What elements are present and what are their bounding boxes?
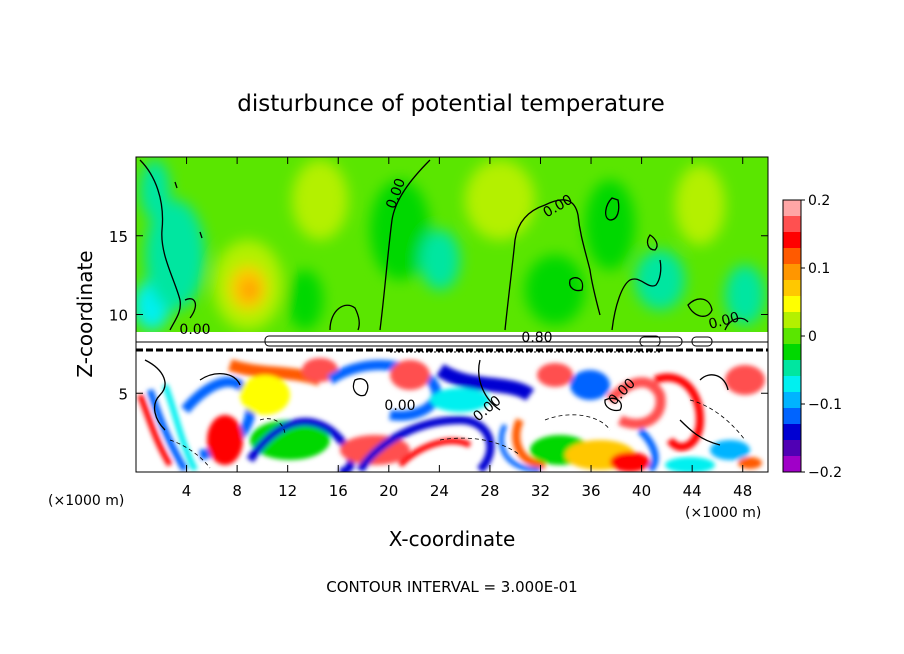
colorbar-swatch xyxy=(783,232,801,249)
y-axis: 5 10 15 xyxy=(109,228,768,403)
contour-label: 0.00 xyxy=(707,309,741,333)
colorbar-swatch xyxy=(783,264,801,281)
colorbar-swatch xyxy=(783,248,801,265)
x-tick-label: 16 xyxy=(329,482,348,500)
heatmap-field xyxy=(136,157,768,472)
negative-contours xyxy=(169,399,746,469)
y-axis-label: Z-coordinate xyxy=(73,250,97,377)
colorbar: 0.2 0.1 0 −0.1 −0.2 xyxy=(782,193,842,481)
lower-layer-structure xyxy=(137,358,765,472)
contour-interval-note: CONTOUR INTERVAL = 3.000E-01 xyxy=(326,578,577,596)
contour-label: 0.00 xyxy=(384,398,415,414)
x-tick-label: 44 xyxy=(683,482,702,500)
colorbar-tick-label: −0.2 xyxy=(808,465,842,481)
x-unit-left: (×1000 m) xyxy=(48,493,124,509)
x-tick-label: 48 xyxy=(733,482,752,500)
colorbar-swatch xyxy=(783,312,801,329)
y-tick-label: 5 xyxy=(118,385,128,403)
colorbar-swatch xyxy=(783,200,801,217)
y-tick-label: 10 xyxy=(109,307,128,325)
colorbar-tick-label: 0.2 xyxy=(808,193,830,209)
colorbar-tick-label: 0.1 xyxy=(808,261,830,277)
colorbar-swatch xyxy=(783,360,801,377)
colorbar-tick-label: −0.1 xyxy=(808,397,842,413)
colorbar-swatch xyxy=(783,344,801,361)
x-tick-label: 20 xyxy=(379,482,398,500)
colorbar-tick-label: 0 xyxy=(808,329,817,345)
x-tick-label: 40 xyxy=(632,482,651,500)
colorbar-swatch xyxy=(783,392,801,409)
colorbar-swatch xyxy=(783,408,801,425)
contour-label: 0.00 xyxy=(179,322,210,338)
x-tick-label: 24 xyxy=(430,482,449,500)
colorbar-swatch xyxy=(783,376,801,393)
colorbar-swatch xyxy=(783,216,801,233)
contour-lines xyxy=(139,159,749,446)
y-tick-label: 15 xyxy=(109,228,128,246)
colorbar-swatch xyxy=(783,280,801,297)
chart-title: disturbunce of potential temperature xyxy=(237,91,665,117)
x-axis-label: X-coordinate xyxy=(389,527,516,551)
colorbar-swatch xyxy=(783,456,801,473)
x-tick-label: 32 xyxy=(531,482,550,500)
upper-layer-structure xyxy=(136,160,765,330)
colorbar-swatch xyxy=(783,424,801,441)
x-tick-label: 12 xyxy=(278,482,297,500)
colorbar-swatch xyxy=(783,296,801,313)
contour-label: 0.80 xyxy=(521,330,552,346)
colorbar-swatch xyxy=(783,328,801,345)
x-unit-right: (×1000 m) xyxy=(685,505,761,521)
x-tick-label: 36 xyxy=(581,482,600,500)
x-tick-label: 8 xyxy=(232,482,242,500)
x-tick-label: 28 xyxy=(480,482,499,500)
x-tick-label: 4 xyxy=(182,482,192,500)
x-axis: 4 8 12 16 20 24 28 32 36 40 44 48 xyxy=(182,157,752,500)
colorbar-swatch xyxy=(783,440,801,457)
